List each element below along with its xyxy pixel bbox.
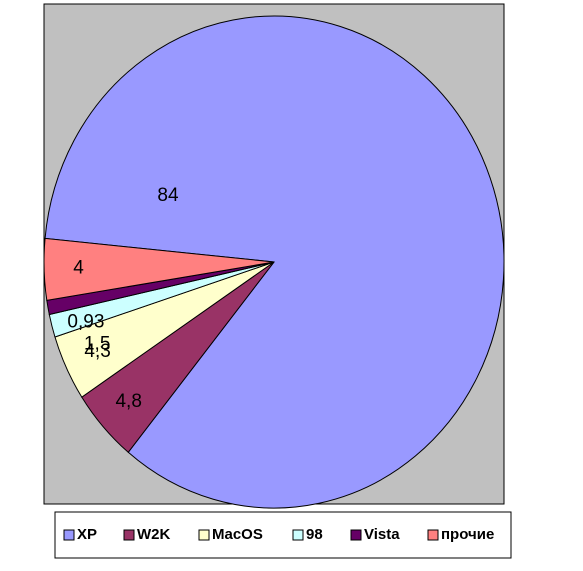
- data-labels: 84 4,8 4,31,50,93 4: [67, 185, 179, 412]
- data-label-other-5: 4: [73, 257, 84, 278]
- legend-label-xp: XP: [77, 526, 97, 543]
- legend-swatch-macos: [198, 529, 210, 541]
- legend-swatch-98: [292, 529, 304, 541]
- pie-slice-other-5: [43, 237, 275, 301]
- data-label-98: 1,5: [84, 333, 110, 354]
- pie-slice-xp: [44, 15, 505, 509]
- legend-label-98: 98: [306, 526, 323, 543]
- data-label-xp: 84: [157, 185, 179, 206]
- legend-swatch-other-5: [427, 529, 439, 541]
- pie-slices: [43, 15, 505, 509]
- data-label-w2k: 4,8: [115, 391, 141, 412]
- legend-label-macos: MacOS: [212, 526, 263, 543]
- legend-label-vista: Vista: [364, 526, 400, 543]
- legend: XP W2K MacOS 98 Vista прочие: [63, 526, 494, 543]
- legend-swatch-xp: [63, 529, 75, 541]
- legend-swatch-w2k: [123, 529, 135, 541]
- legend-label-other-5: прочие: [441, 526, 494, 543]
- data-label-vista: 0,93: [67, 312, 104, 333]
- data-label-macos: 4,3: [84, 341, 110, 362]
- legend-label-w2k: W2K: [137, 526, 171, 543]
- legend-swatch-vista: [350, 529, 362, 541]
